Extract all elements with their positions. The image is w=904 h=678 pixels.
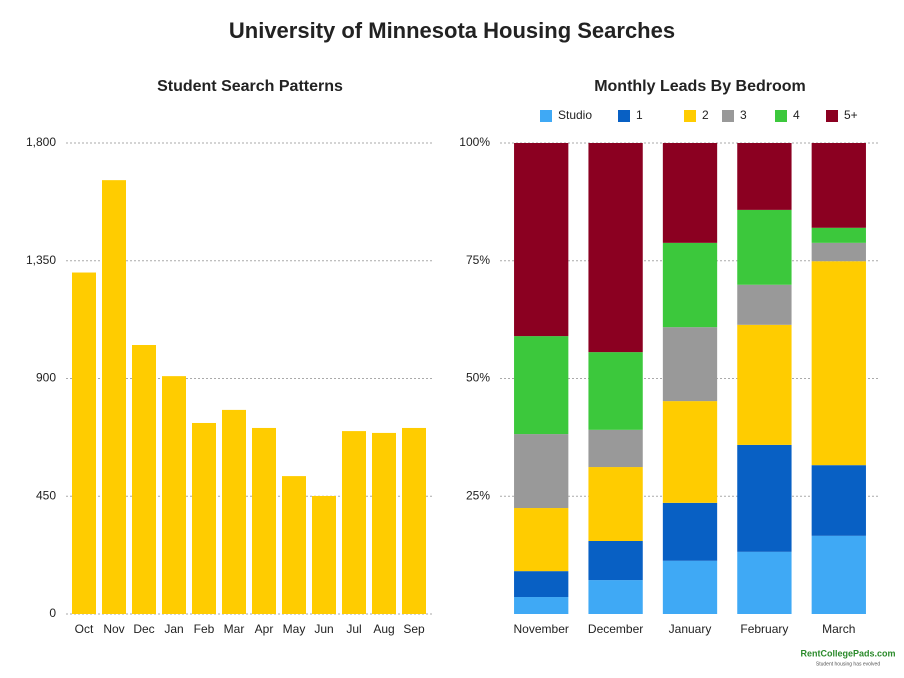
chart-title: Monthly Leads By Bedroom <box>594 78 806 95</box>
y-tick-label: 100% <box>459 135 490 149</box>
x-tick-label: Aug <box>373 622 394 636</box>
bar-segment <box>737 143 792 210</box>
legend-label: 3 <box>740 108 747 122</box>
bar <box>192 422 216 614</box>
bar-segment <box>662 327 718 402</box>
bar-segment <box>737 551 792 614</box>
x-tick-label: November <box>514 622 569 636</box>
bar-segment <box>662 242 718 328</box>
bar <box>282 476 306 614</box>
bar <box>312 495 336 614</box>
x-tick-label: January <box>669 622 712 636</box>
bar-segment <box>588 143 643 353</box>
bar-segment <box>737 324 792 445</box>
page-title: University of Minnesota Housing Searches <box>229 18 675 43</box>
legend-swatch <box>722 110 734 122</box>
bar <box>222 409 246 614</box>
legend-swatch <box>684 110 696 122</box>
legend-swatch <box>826 110 838 122</box>
legend-swatch <box>618 110 630 122</box>
x-tick-label: Jan <box>164 622 183 636</box>
bar <box>132 345 156 614</box>
y-tick-label: 50% <box>466 371 490 385</box>
x-tick-label: Jul <box>346 622 361 636</box>
bar <box>402 427 426 614</box>
bar-segment <box>811 143 866 228</box>
bar-segment <box>514 571 569 598</box>
y-tick-label: 900 <box>36 371 56 385</box>
legend-swatch <box>775 110 787 122</box>
bar-segment <box>514 508 569 572</box>
x-tick-label: December <box>588 622 643 636</box>
x-tick-label: May <box>283 622 306 636</box>
chart-title: Student Search Patterns <box>157 78 343 95</box>
bar-segment <box>588 580 643 614</box>
bar-segment <box>662 143 718 243</box>
bar-segment <box>514 434 569 509</box>
y-tick-label: 25% <box>466 488 490 502</box>
bar <box>72 272 96 614</box>
bar <box>252 427 276 614</box>
bar-segment <box>811 261 866 466</box>
bar-segment <box>662 502 718 561</box>
x-tick-label: Jun <box>314 622 333 636</box>
bar <box>162 376 186 614</box>
y-tick-label: 75% <box>466 253 490 267</box>
bar-segment <box>588 467 643 541</box>
y-tick-label: 1,800 <box>26 135 56 149</box>
bar-segment <box>588 352 643 430</box>
x-tick-label: Feb <box>194 622 215 636</box>
legend-label: 1 <box>636 108 643 122</box>
bar-segment <box>811 242 866 262</box>
bar-segment <box>514 336 569 435</box>
bar <box>342 431 366 614</box>
logo: RentCollegePads.com <box>800 648 895 658</box>
bar-segment <box>737 444 792 552</box>
logo-tagline: Student housing has evolved <box>816 661 880 667</box>
legend-label: 2 <box>702 108 709 122</box>
x-tick-label: Oct <box>75 622 94 636</box>
bar <box>102 180 126 614</box>
x-tick-label: Sep <box>403 622 425 636</box>
legend-label: 5+ <box>844 108 858 122</box>
y-tick-label: 0 <box>49 606 56 620</box>
bar-segment <box>737 284 792 325</box>
bar-segment <box>811 535 866 614</box>
x-tick-label: Apr <box>255 622 274 636</box>
bar-segment <box>662 560 718 614</box>
bar-segment <box>514 143 569 337</box>
bar-segment <box>662 401 718 503</box>
y-tick-label: 450 <box>36 488 56 502</box>
x-tick-label: March <box>822 622 855 636</box>
legend-label: 4 <box>793 108 800 122</box>
legend-swatch <box>540 110 552 122</box>
y-tick-label: 1,350 <box>26 253 56 267</box>
bar-segment <box>737 209 792 285</box>
x-tick-label: Nov <box>103 622 124 636</box>
x-tick-label: Dec <box>133 622 154 636</box>
legend-label: Studio <box>558 108 592 122</box>
bar-segment <box>588 540 643 581</box>
bar-segment <box>514 597 569 614</box>
bar-segment <box>588 429 643 468</box>
bar-segment <box>811 227 866 243</box>
x-tick-label: Mar <box>224 622 245 636</box>
bar <box>372 432 396 614</box>
bar-segment <box>811 465 866 536</box>
x-tick-label: February <box>740 622 788 636</box>
